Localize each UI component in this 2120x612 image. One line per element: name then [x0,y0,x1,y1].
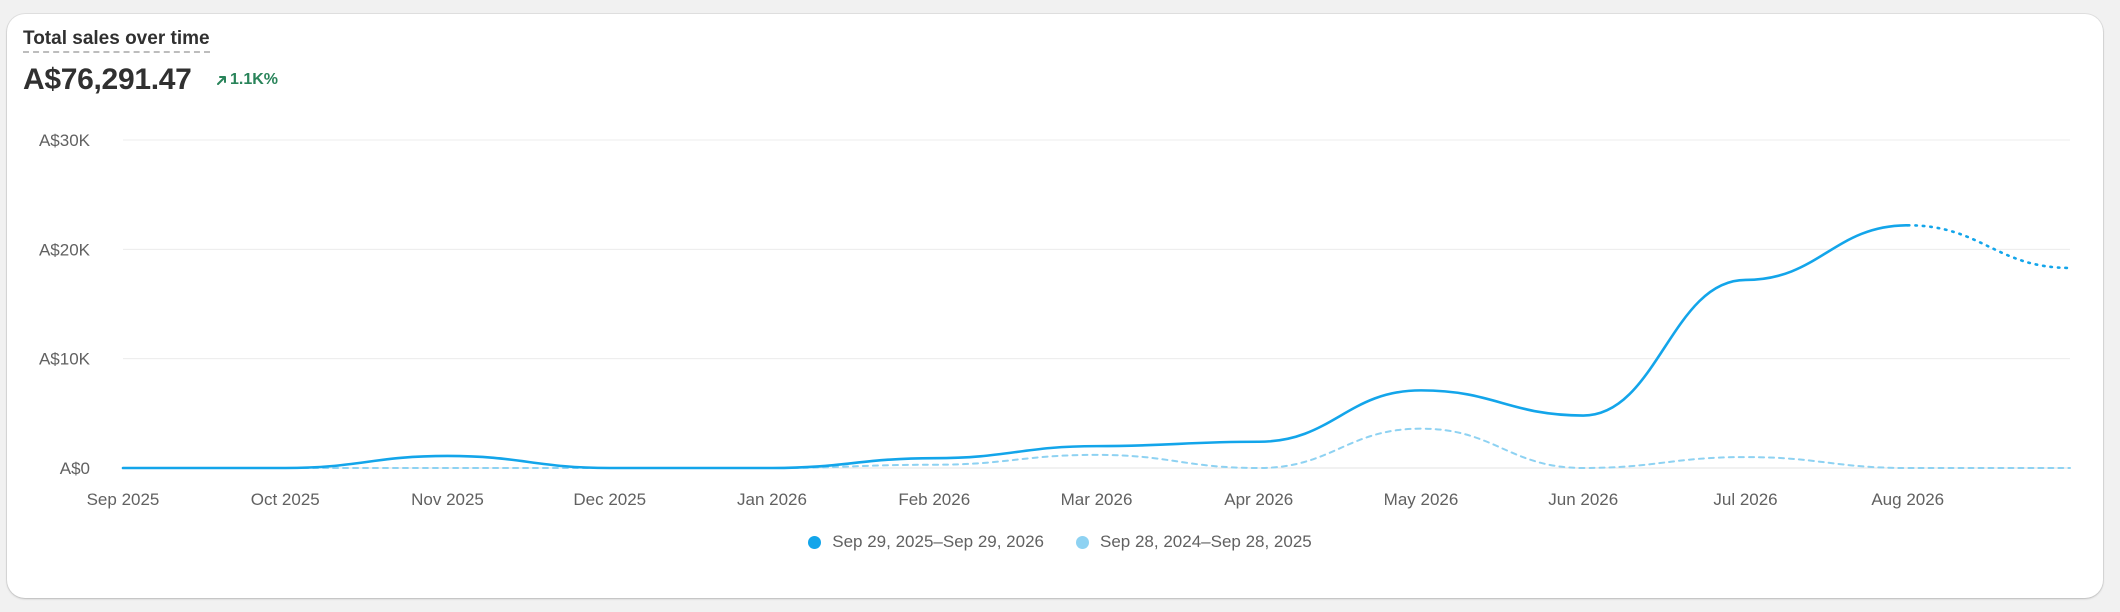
sales-card [7,14,2103,598]
legend-item-current[interactable]: Sep 29, 2025–Sep 29, 2026 [808,532,1044,552]
series-line-current [121,223,1910,470]
legend-label: Sep 29, 2025–Sep 29, 2026 [832,532,1044,551]
x-tick-label: Jun 2026 [1548,490,1618,509]
x-tick-label: Jul 2026 [1713,490,1777,509]
x-tick-label: Mar 2026 [1061,490,1133,509]
chart-title[interactable]: Total sales over time [23,28,210,53]
x-tick-label: Jan 2026 [737,490,807,509]
total-sales-value: A$76,291.47 [23,63,192,96]
x-tick-label: Oct 2025 [251,490,320,509]
change-percent: 1.1K% [230,71,279,88]
chart-legend: Sep 29, 2025–Sep 29, 2026 Sep 28, 2024–S… [0,532,2120,552]
x-tick-label: Dec 2025 [573,490,646,509]
series-line-previous [122,427,2071,470]
series-line-current-incomplete [1906,223,2072,270]
legend-dot-icon [1076,535,1089,549]
y-tick-label: A$10K [39,350,91,369]
y-tick-label: A$0 [60,459,90,478]
x-tick-label: Nov 2025 [411,490,484,509]
x-tick-label: Aug 2026 [1871,490,1944,509]
y-tick-label: A$20K [39,240,91,259]
x-tick-label: May 2026 [1384,490,1459,509]
x-tick-label: Apr 2026 [1224,490,1293,509]
legend-dot-icon [808,535,822,549]
x-tick-label: Feb 2026 [898,490,970,509]
y-tick-label: A$30K [39,131,91,150]
x-tick-label: Sep 2025 [87,490,160,509]
legend-item-previous[interactable]: Sep 28, 2024–Sep 28, 2025 [1076,532,1312,552]
legend-label: Sep 28, 2024–Sep 28, 2025 [1100,532,1312,551]
change-badge: 1.1K% [216,70,278,90]
arrow-up-right-icon [217,75,226,85]
